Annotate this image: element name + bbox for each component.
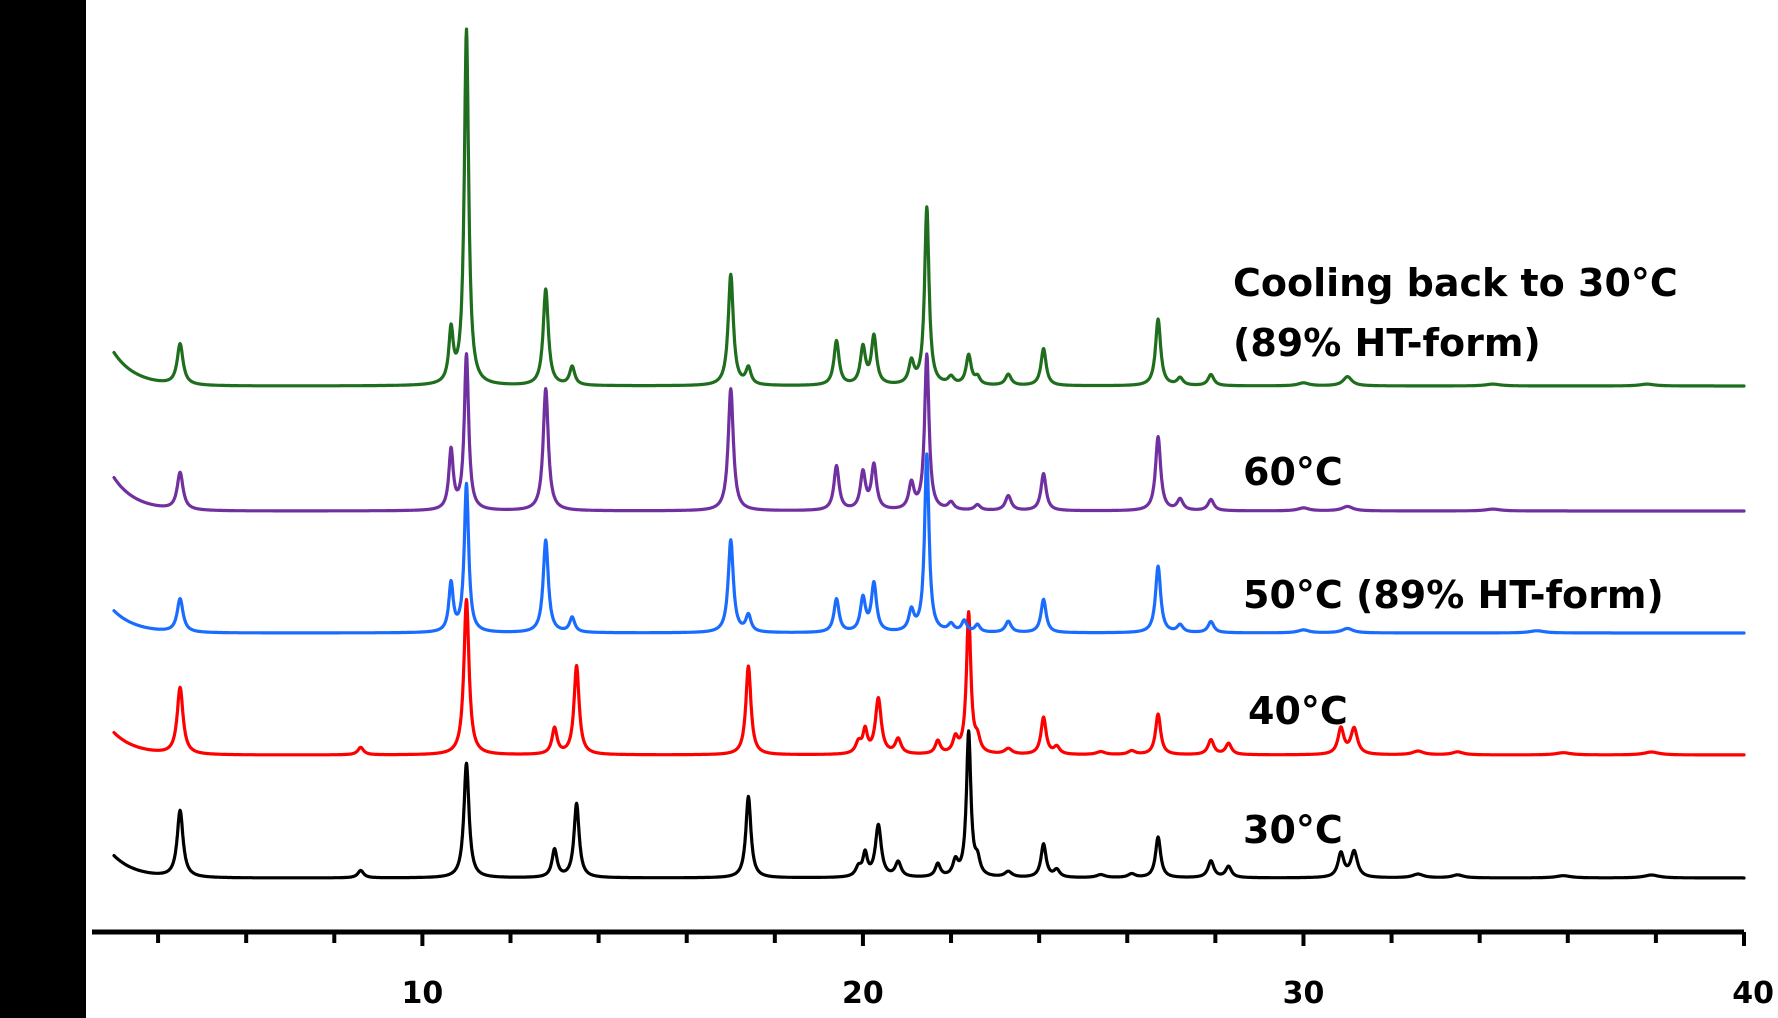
series-trace-4 (112, 27, 1746, 388)
series-trace-0 (112, 729, 1746, 880)
y-axis-bar (0, 0, 86, 1018)
series-label-1: 40°C (1248, 689, 1348, 733)
x-tick-label: 10 (402, 976, 444, 1011)
x-tick-label: 40 (1732, 976, 1774, 1011)
x-axis: 10 20 30 40 (92, 929, 1774, 1011)
x-tick-label: 20 (842, 976, 884, 1011)
x-tick-label: 30 (1283, 976, 1325, 1011)
series-trace-2 (112, 452, 1746, 635)
series-sublabel-4: (89% HT-form) (1233, 321, 1541, 365)
series-label-4: Cooling back to 30°C (1233, 261, 1678, 305)
series-label-2: 50°C (89% HT-form) (1243, 573, 1664, 617)
series-labels: 30°C 40°C 50°C (89% HT-form) 60°C Cooling ba… (1233, 261, 1678, 852)
series-traces (112, 27, 1746, 880)
series-trace-1 (112, 597, 1746, 757)
series-label-0: 30°C (1243, 808, 1343, 852)
series-trace-3 (112, 352, 1746, 513)
series-label-3: 60°C (1243, 450, 1343, 494)
